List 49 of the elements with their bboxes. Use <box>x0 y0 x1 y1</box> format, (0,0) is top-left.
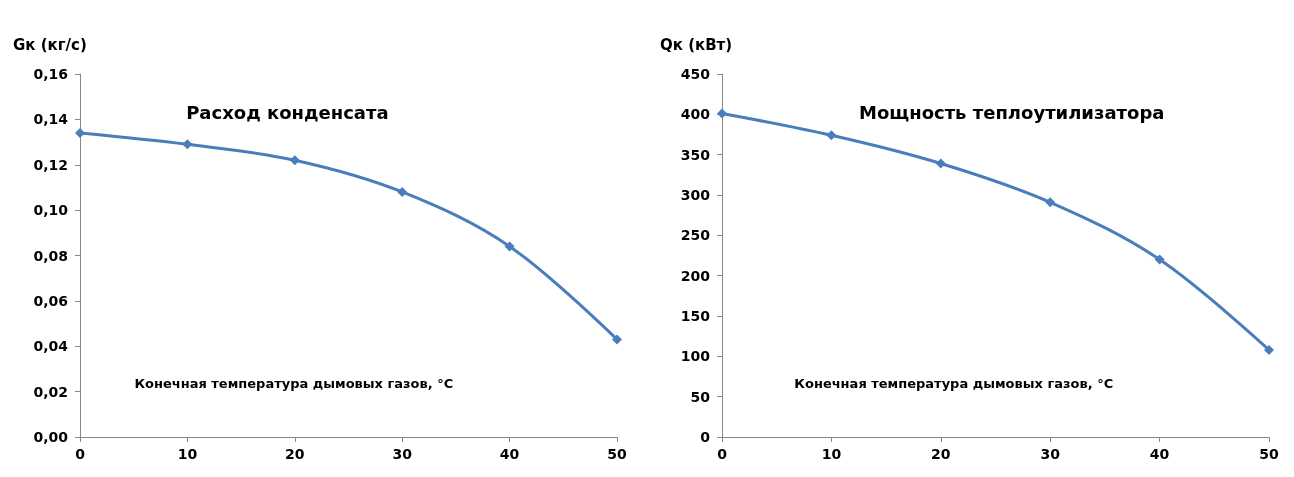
y-tick-label: 0 <box>700 429 711 445</box>
point <box>397 186 408 197</box>
y-tick-label: 0,08 <box>33 247 68 264</box>
y-tick-label: 150 <box>680 308 711 324</box>
x-tick-label: 0 <box>75 446 86 462</box>
y-tick-label: 0,12 <box>33 156 68 173</box>
x-axis-title: Конечная температура дымовых газов, °C <box>134 376 454 391</box>
x-axis-title: Конечная температура дымовых газов, °C <box>794 376 1114 391</box>
y-tick-label: 300 <box>680 187 711 203</box>
y-tick-label: 350 <box>680 146 711 163</box>
y-tick-label: 0,10 <box>33 202 69 219</box>
point <box>75 127 85 138</box>
text: Расход конденсата <box>186 101 389 123</box>
point <box>612 334 622 345</box>
y-tick-label: 100 <box>680 348 711 365</box>
x-tick-label: 50 <box>1259 446 1279 462</box>
point <box>1264 344 1274 355</box>
y-tick-label: 400 <box>680 106 711 123</box>
point <box>1154 254 1165 265</box>
y-tick-label: 0,16 <box>33 66 68 82</box>
point <box>1045 197 1056 208</box>
y-tick-label: 250 <box>680 227 711 244</box>
y-tick-label: 0,14 <box>33 111 69 128</box>
y-tick-label: 0,02 <box>33 383 68 400</box>
text: Мощность теплоутилизатора <box>859 101 1165 123</box>
x-tick-label: 20 <box>931 446 951 462</box>
point <box>717 108 727 119</box>
y-tick-label: 200 <box>680 267 711 284</box>
x-tick-label: 50 <box>607 446 627 462</box>
point <box>826 130 837 141</box>
point <box>182 139 193 150</box>
x-tick-label: 20 <box>285 446 305 462</box>
y-axis-title: Gк (кг/с) <box>13 35 87 54</box>
x-tick-label: 0 <box>717 446 728 462</box>
point <box>289 155 300 166</box>
x-tick-label: 40 <box>499 446 520 462</box>
x-tick-label: 10 <box>177 446 198 462</box>
x-tick-label: 30 <box>392 446 413 462</box>
y-tick-label: 50 <box>690 388 711 405</box>
y-tick-label: 450 <box>680 66 711 82</box>
point <box>935 158 946 169</box>
y-tick-label: 0,00 <box>33 429 69 445</box>
y-axis-title: Qк (кВт) <box>660 35 733 54</box>
point <box>504 241 515 252</box>
y-tick-label: 0,06 <box>33 292 68 309</box>
x-tick-label: 10 <box>821 446 842 462</box>
y-tick-label: 0,04 <box>33 338 69 355</box>
x-tick-label: 40 <box>1149 446 1170 462</box>
x-tick-label: 30 <box>1040 446 1061 462</box>
